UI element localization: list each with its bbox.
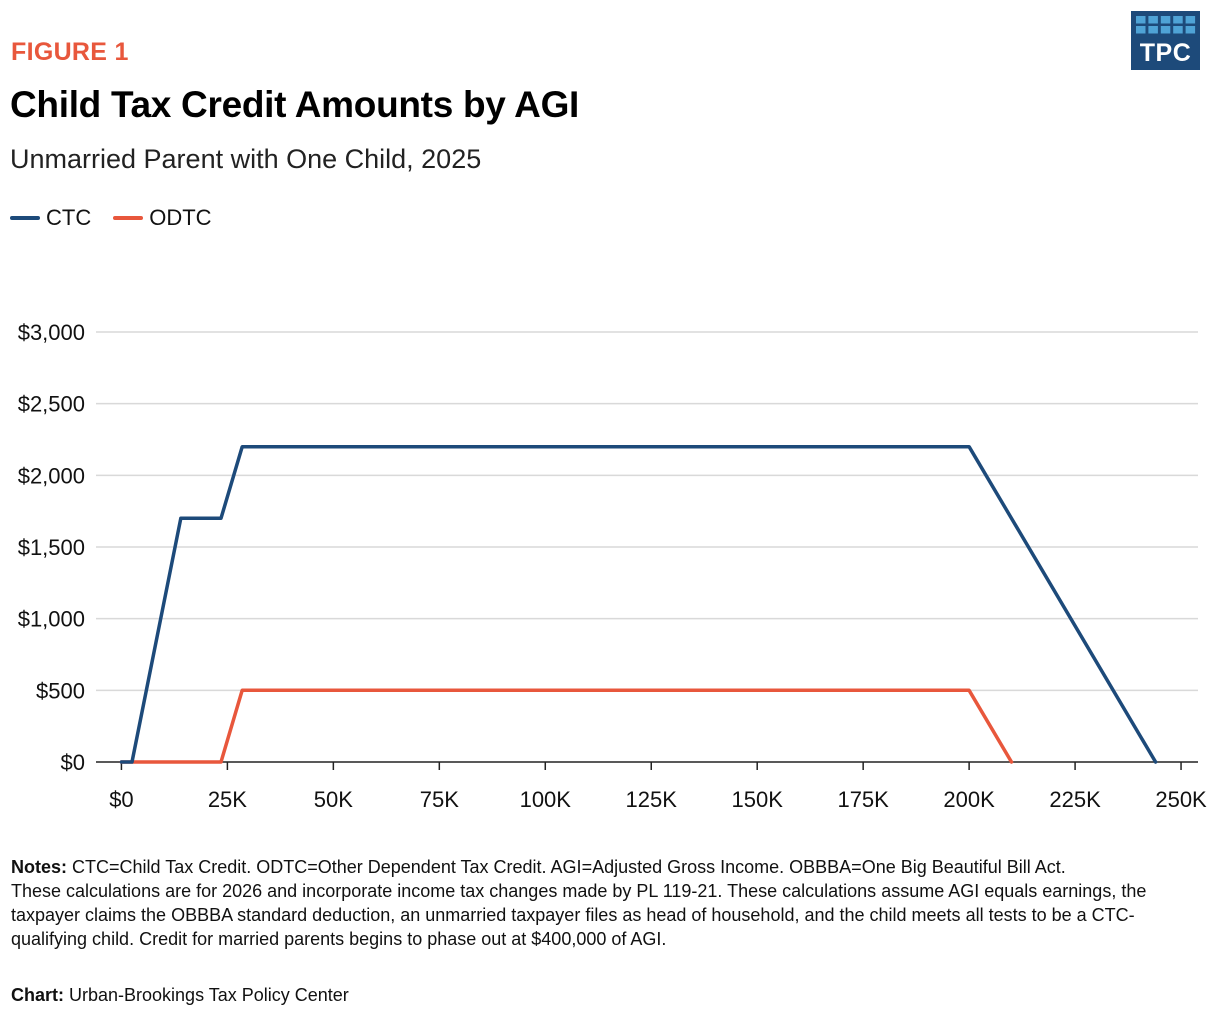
source-text: Urban-Brookings Tax Policy Center [64,985,349,1005]
tpc-logo: TPC [1131,11,1200,70]
chart-legend: CTC ODTC [10,205,234,231]
legend-label-odtc: ODTC [149,205,212,230]
y-tick-label: $1,000 [18,607,85,632]
y-tick-label: $1,500 [18,535,85,560]
source-label: Chart: [11,985,64,1005]
x-tick-label: 125K [626,787,678,812]
x-tick-label: 225K [1049,787,1101,812]
x-tick-label: 200K [943,787,995,812]
notes-line-2: These calculations are for 2026 and inco… [11,881,1147,949]
logo-square [1160,26,1171,34]
legend-item-ctc: CTC [10,205,91,231]
legend-swatch-ctc [10,216,40,220]
chart-source: Chart: Urban-Brookings Tax Policy Center [11,985,349,1006]
figure-label: FIGURE 1 [11,38,129,66]
logo-square [1148,26,1158,34]
x-tick-label: 100K [520,787,572,812]
logo-square [1136,16,1146,24]
logo-square [1173,26,1183,34]
x-tick-label: 50K [314,787,353,812]
logo-square [1185,26,1196,34]
ctc-line [119,444,1158,764]
logo-square [1185,16,1196,24]
legend-item-odtc: ODTC [113,205,212,231]
x-tick-label: $0 [109,787,133,812]
logo-square [1148,16,1158,24]
y-tick-label: $2,000 [18,463,85,488]
notes-label: Notes: [11,857,68,877]
legend-swatch-odtc [113,216,144,220]
chart-subtitle: Unmarried Parent with One Child, 2025 [10,144,482,174]
x-tick-label: 75K [420,787,459,812]
tpc-logo-graphic [1131,11,1200,70]
x-tick-label: 150K [732,787,784,812]
x-tick-label: 175K [837,787,889,812]
x-tick-label: 25K [208,787,247,812]
odtc-line [119,688,1014,764]
legend-label-ctc: CTC [46,205,92,230]
tpc-logo-text: TPC [1139,39,1192,67]
y-tick-label: $500 [36,678,85,703]
x-tick-label: 250K [1155,787,1207,812]
logo-square [1136,26,1146,34]
y-tick-label: $0 [61,750,85,775]
logo-square [1173,16,1183,24]
notes-line-1: CTC=Child Tax Credit. ODTC=Other Depende… [67,857,1066,877]
chart-notes: Notes: CTC=Child Tax Credit. ODTC=Other … [11,855,1206,951]
chart-title: Child Tax Credit Amounts by AGI [10,84,580,125]
line-chart: $0 $500 $1,000 $1,500 $2,000 $2,500 $3,000 $0 25… [18,320,1207,812]
logo-square [1160,16,1171,24]
y-tick-label: $3,000 [18,320,85,345]
y-tick-label: $2,500 [18,392,85,417]
